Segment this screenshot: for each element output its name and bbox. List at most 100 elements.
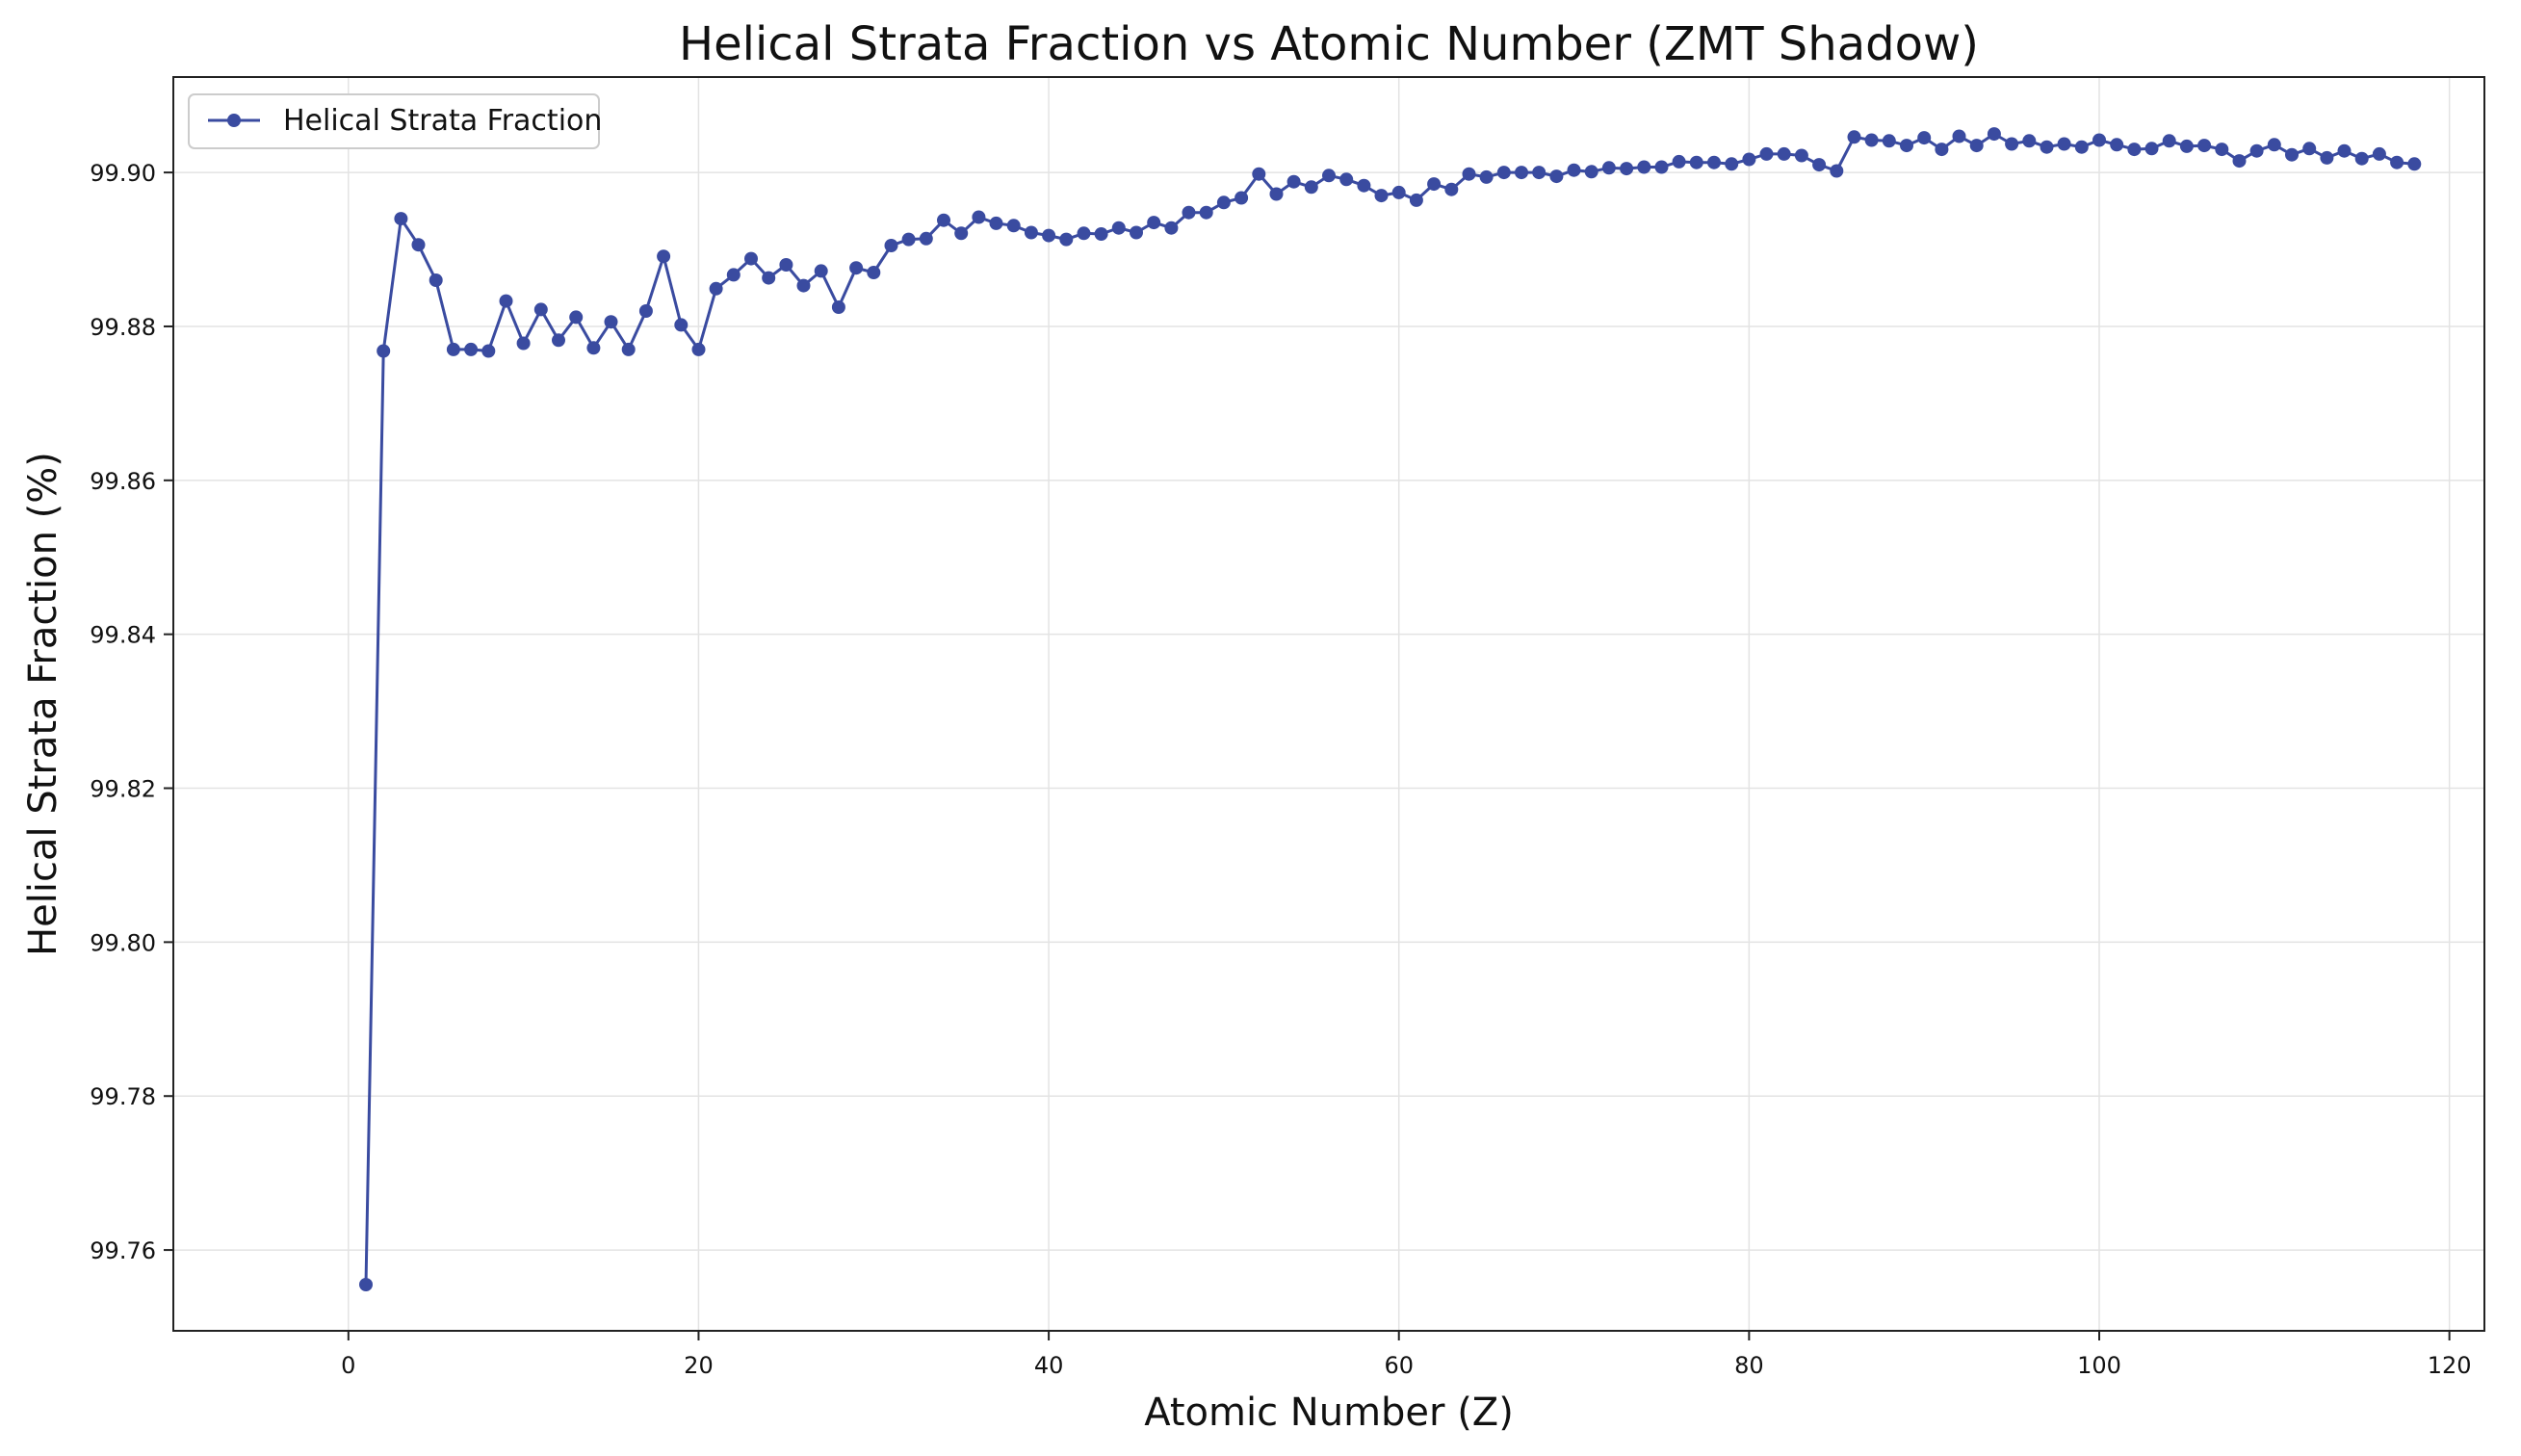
legend-label: Helical Strata Fraction xyxy=(283,104,602,138)
legend-box xyxy=(188,93,600,149)
data-point xyxy=(533,302,548,317)
data-point xyxy=(1654,160,1669,174)
data-point xyxy=(937,213,950,227)
data-point xyxy=(1006,219,1021,233)
data-point xyxy=(1164,221,1179,235)
data-point xyxy=(901,232,916,247)
data-point xyxy=(1847,130,1861,144)
y-axis: 99.76 99.78 99.80 99.82 99.84 99.86 99.88 99.90 xyxy=(90,160,173,1264)
data-point xyxy=(2354,151,2369,166)
data-point xyxy=(1391,185,1406,199)
data-point xyxy=(1777,146,1791,161)
data-point xyxy=(1077,226,1091,241)
data-point xyxy=(2232,154,2247,169)
x-axis-label: Atomic Number (Z) xyxy=(1144,1391,1514,1435)
data-point xyxy=(1584,165,1598,179)
data-point xyxy=(2162,134,2176,148)
data-point xyxy=(1444,182,1459,196)
data-point xyxy=(762,271,776,285)
data-point xyxy=(1252,167,1266,181)
series-line xyxy=(364,132,2415,1286)
data-point xyxy=(429,273,443,287)
plot-area-frame xyxy=(172,76,2485,1332)
data-point xyxy=(2179,139,2194,153)
data-point xyxy=(1882,134,1896,148)
data-point xyxy=(1269,187,1284,201)
data-point xyxy=(2127,143,2142,157)
y-tick-label: 99.80 xyxy=(90,929,156,956)
y-tick-label: 99.82 xyxy=(90,776,156,803)
data-point xyxy=(1812,158,1827,172)
grid-lines xyxy=(173,77,2484,1331)
data-point xyxy=(954,226,969,241)
y-axis-label: Helical Strata Fraction (%) xyxy=(21,452,65,956)
data-point xyxy=(1339,172,1354,187)
data-point xyxy=(726,268,741,282)
data-point xyxy=(1199,205,1213,220)
x-tick-label: 0 xyxy=(341,1352,355,1379)
data-point xyxy=(972,210,986,224)
data-point xyxy=(1725,157,1739,171)
data-point xyxy=(919,231,933,246)
data-point xyxy=(1094,227,1108,241)
y-tick-label: 99.78 xyxy=(90,1083,156,1110)
data-point xyxy=(2022,134,2037,148)
data-point xyxy=(1515,166,1528,180)
data-point xyxy=(674,318,689,332)
data-point xyxy=(2285,147,2299,162)
data-point xyxy=(1479,169,1494,184)
data-point xyxy=(481,344,496,358)
data-point xyxy=(377,344,391,358)
data-point xyxy=(989,216,1003,230)
data-point xyxy=(394,212,408,226)
data-point xyxy=(1917,131,1932,145)
data-point xyxy=(569,310,584,325)
x-tick-label: 60 xyxy=(1384,1352,1414,1379)
data-point xyxy=(849,261,864,275)
data-point xyxy=(1111,221,1126,235)
data-point xyxy=(2074,140,2089,154)
data-point xyxy=(604,315,618,329)
data-point xyxy=(2110,138,2124,152)
x-tick-label: 120 xyxy=(2428,1352,2472,1379)
data-point xyxy=(2390,155,2404,169)
y-tick-label: 99.84 xyxy=(90,622,156,649)
data-point xyxy=(1742,152,1756,167)
legend-marker-swatch xyxy=(227,114,241,127)
data-point xyxy=(2302,142,2317,156)
data-point xyxy=(1689,155,1703,169)
data-point xyxy=(2249,143,2264,158)
data-point xyxy=(1182,205,1196,220)
data-point xyxy=(1672,154,1686,169)
data-point xyxy=(2197,139,2212,153)
x-tick-label: 80 xyxy=(1734,1352,1764,1379)
data-point xyxy=(1216,195,1231,210)
data-point xyxy=(1496,166,1511,180)
data-point xyxy=(814,264,828,278)
data-point xyxy=(1969,139,1984,153)
data-point xyxy=(1357,178,1371,193)
data-point xyxy=(1042,228,1056,243)
data-point xyxy=(1935,143,1949,157)
data-point xyxy=(359,1278,373,1291)
data-point xyxy=(1427,177,1442,192)
data-point xyxy=(621,342,636,356)
data-point xyxy=(1059,232,1074,247)
data-point xyxy=(744,251,758,266)
data-point xyxy=(1147,216,1161,230)
legend: Helical Strata Fraction xyxy=(188,93,602,149)
data-point xyxy=(552,333,565,348)
x-tick-label: 40 xyxy=(1034,1352,1064,1379)
data-point xyxy=(464,342,479,356)
data-point xyxy=(867,266,881,279)
data-point xyxy=(1532,166,1546,180)
data-point xyxy=(1637,160,1651,174)
data-point xyxy=(516,336,531,351)
data-point xyxy=(1130,225,1143,240)
data-point xyxy=(2005,137,2019,151)
data-point xyxy=(2215,143,2229,157)
data-point xyxy=(1620,162,1634,176)
data-point xyxy=(1759,146,1774,161)
